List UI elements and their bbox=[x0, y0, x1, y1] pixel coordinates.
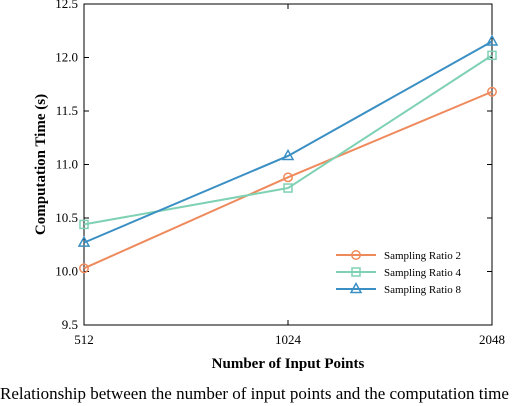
y-tick-label: 10.0 bbox=[55, 264, 78, 279]
data-point bbox=[79, 219, 89, 230]
data-point bbox=[77, 235, 91, 247]
x-tick-label: 1024 bbox=[275, 332, 302, 347]
legend-label: Sampling Ratio 8 bbox=[384, 284, 462, 296]
x-tick-label: 512 bbox=[74, 332, 94, 347]
legend: Sampling Ratio 2 Sampling Ratio 4 Sampling… bbox=[336, 250, 462, 296]
legend-marker bbox=[351, 267, 361, 277]
y-tick-label: 12.5 bbox=[55, 0, 78, 11]
data-point bbox=[487, 50, 497, 61]
legend-marker bbox=[351, 250, 361, 260]
legend-label: Sampling Ratio 4 bbox=[384, 267, 462, 279]
y-tick-label: 9.5 bbox=[62, 317, 78, 332]
series-line bbox=[83, 54, 493, 226]
y-tick-label: 11.0 bbox=[56, 157, 78, 172]
series-3 bbox=[77, 34, 499, 247]
legend-item: Sampling Ratio 8 bbox=[336, 281, 462, 296]
legend-item: Sampling Ratio 2 bbox=[336, 250, 461, 262]
series-1 bbox=[79, 86, 497, 274]
data-point bbox=[281, 148, 295, 161]
legend-item: Sampling Ratio 4 bbox=[336, 267, 462, 279]
y-axis: 9.5 10.0 10.5 11.0 11.5 12.0 12.5 bbox=[55, 0, 492, 332]
series-2 bbox=[79, 50, 497, 230]
y-tick-label: 10.5 bbox=[55, 210, 78, 225]
data-point bbox=[485, 34, 499, 46]
x-axis-title: Number of Input Points bbox=[212, 356, 365, 372]
data-point bbox=[283, 183, 293, 193]
y-tick-label: 12.0 bbox=[55, 50, 78, 65]
y-tick-label: 11.5 bbox=[56, 103, 78, 118]
series-line bbox=[83, 90, 493, 270]
x-tick-label: 2048 bbox=[479, 332, 505, 347]
line-chart: 9.510.010.511.011.512.012.5 512 1024 2048 … bbox=[33, 0, 505, 372]
data-point bbox=[487, 86, 497, 97]
data-point bbox=[283, 172, 293, 183]
figure-caption: Relationship between the number of input… bbox=[0, 384, 509, 403]
data-point bbox=[79, 263, 89, 274]
x-axis: 512 1024 2048 bbox=[74, 4, 505, 347]
series-layer bbox=[77, 34, 499, 274]
legend-label: Sampling Ratio 2 bbox=[384, 250, 461, 262]
y-axis-title: Computation Time (s) bbox=[33, 94, 49, 235]
series-line bbox=[83, 40, 493, 244]
legend-marker bbox=[349, 281, 363, 294]
